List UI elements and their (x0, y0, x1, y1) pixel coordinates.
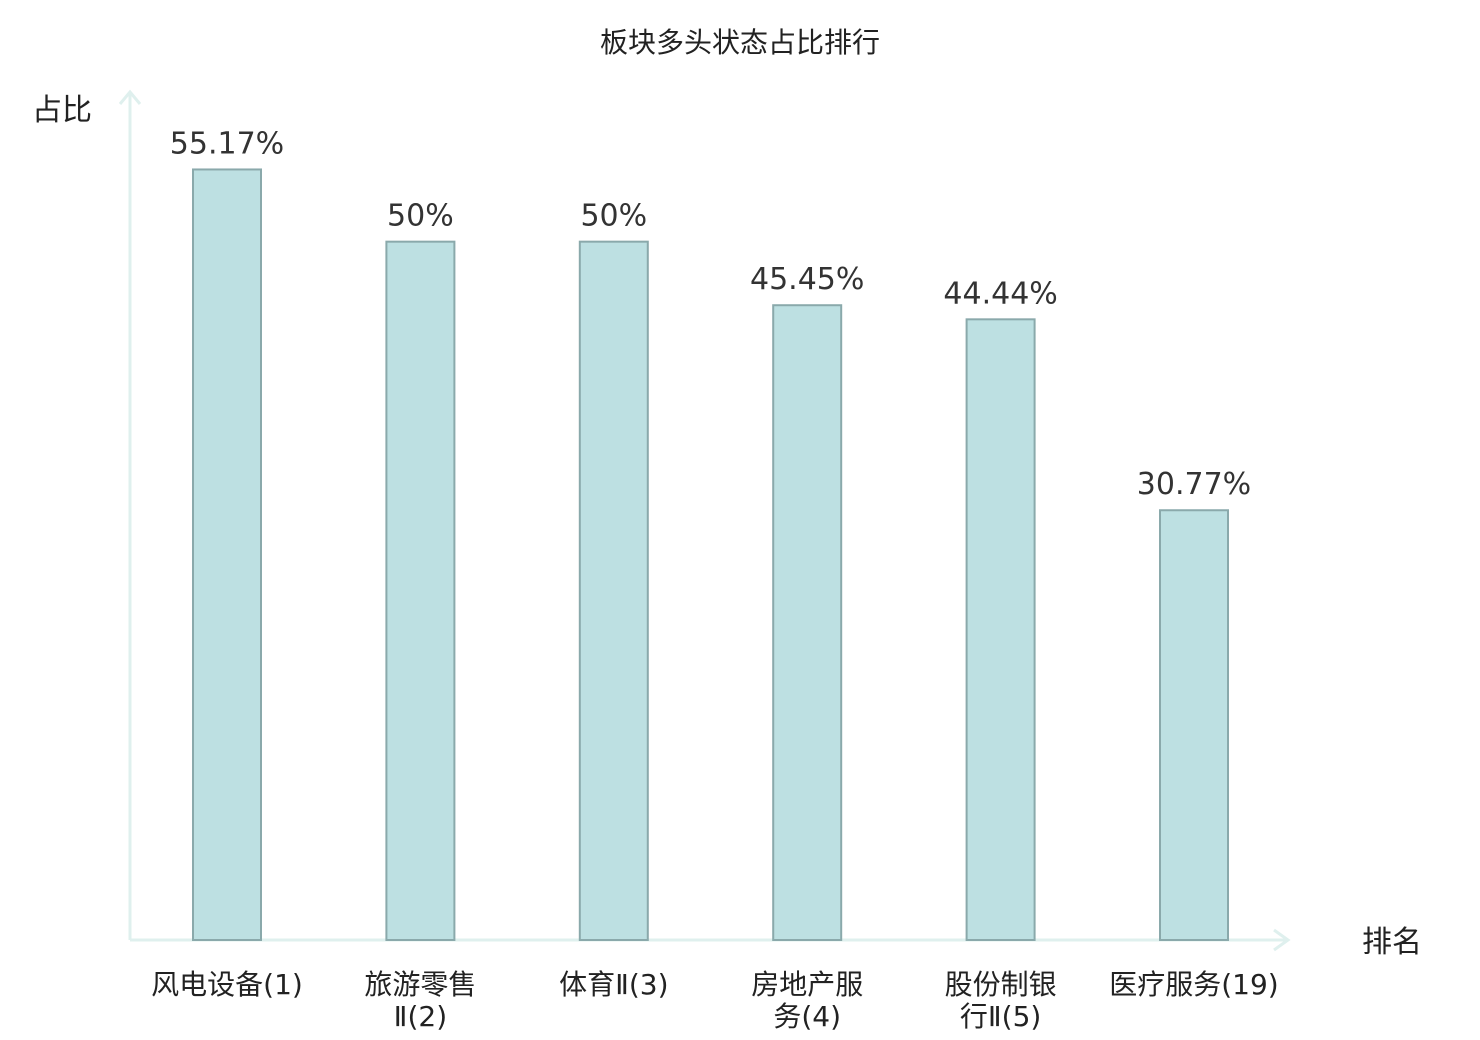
bar (772, 304, 843, 941)
bars-group (192, 168, 1229, 942)
bar (578, 240, 649, 941)
x-axis-title: 排名 (1362, 925, 1422, 960)
category-label: 股份制银 (945, 968, 1057, 1001)
category-label: 体育Ⅱ(3) (559, 968, 668, 1001)
category-label: 医疗服务(19) (1109, 968, 1278, 1001)
y-axis-arrow-icon (118, 89, 142, 105)
chart-title: 板块多头状态占比排行 (600, 26, 880, 59)
category-label: 房地产服 (751, 968, 863, 1001)
x-axis-arrow-icon (1273, 928, 1291, 952)
value-labels-group: 55.17% 50% 50% 45.45% 44.44% 30.77% (170, 126, 1251, 502)
bar (965, 318, 1036, 941)
category-label: Ⅱ(2) (394, 1000, 447, 1033)
category-label: 务(4) (773, 1000, 841, 1033)
bar-value-label: 44.44% (943, 276, 1057, 311)
category-label: 旅游零售 (364, 968, 476, 1001)
bar-value-label: 55.17% (170, 126, 284, 161)
category-label: 风电设备(1) (151, 968, 303, 1001)
bar (1159, 509, 1229, 941)
bar (385, 240, 456, 941)
bar-value-label: 50% (387, 199, 454, 234)
bar-value-label: 30.77% (1137, 467, 1251, 502)
category-label: 行Ⅱ(5) (960, 1000, 1041, 1033)
y-axis-title: 占比 (32, 93, 92, 128)
bar-value-label: 45.45% (750, 262, 864, 297)
bar (192, 168, 262, 942)
bar-value-label: 50% (580, 199, 647, 234)
